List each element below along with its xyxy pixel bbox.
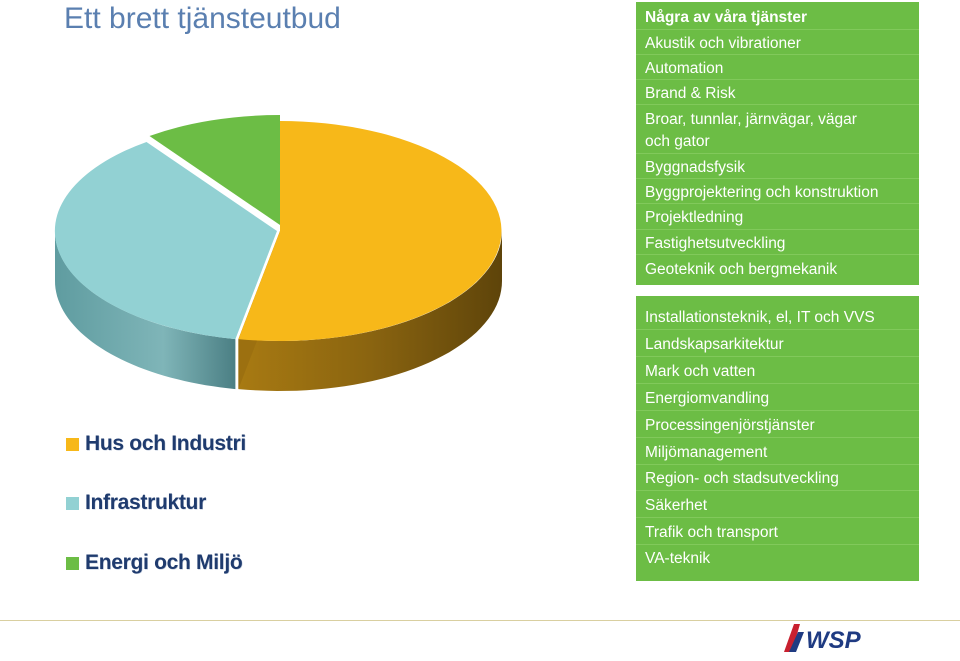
service-item: Fastighetsutveckling <box>645 235 786 252</box>
pie-slice-hus-och-industri <box>238 121 502 341</box>
legend-item-hus-och-industri: Hus och Industri <box>66 432 246 456</box>
legend-label: Infrastruktur <box>85 491 206 514</box>
legend-item-infrastruktur: Infrastruktur <box>66 491 206 515</box>
services-panel-top: Några av våra tjänster Akustik och vibra… <box>636 2 919 285</box>
pie-slice-energi-och-miljo <box>149 114 280 225</box>
service-item: Mark och vatten <box>645 363 756 380</box>
service-item: Byggprojektering och konstruktion <box>645 184 879 201</box>
legend-swatch-teal <box>66 496 79 510</box>
service-item: Region- och stadsutveckling <box>645 470 839 487</box>
wsp-logo-icon: WSP <box>784 624 862 654</box>
wsp-logo-text: WSP <box>806 627 862 654</box>
pie-slice-infrastruktur-side <box>55 231 236 390</box>
service-item: Broar, tunnlar, järnvägar, vägar <box>645 111 857 128</box>
services-panel-bottom: Installationsteknik, el, IT och VVS Land… <box>636 296 919 581</box>
service-item: Miljömanagement <box>645 444 768 461</box>
service-item: Installationsteknik, el, IT och VVS <box>645 309 875 326</box>
service-item: Energiomvandling <box>645 390 770 407</box>
service-item: och gator <box>645 133 710 150</box>
service-item: Byggnadsfysik <box>645 159 745 176</box>
slide-title: Ett brett tjänsteutbud <box>64 2 341 35</box>
legend-label: Hus och Industri <box>85 432 246 455</box>
service-item: Säkerhet <box>645 497 708 514</box>
legend-label: Energi och Miljö <box>85 551 243 574</box>
legend-swatch-yellow <box>66 437 79 451</box>
service-item: VA-teknik <box>645 550 711 567</box>
pie-slice-hus-och-industri-side <box>238 231 502 391</box>
service-item: Projektledning <box>645 209 744 226</box>
service-item: Brand & Risk <box>645 85 736 102</box>
legend-item-energi-och-miljo: Energi och Miljö <box>66 551 243 575</box>
service-item: Automation <box>645 60 724 77</box>
service-item: Landskapsarkitektur <box>645 336 784 353</box>
service-item: Trafik och transport <box>645 524 778 541</box>
service-item: Geoteknik och bergmekanik <box>645 261 838 278</box>
service-item: Akustik och vibrationer <box>645 35 801 52</box>
service-item: Processingenjörstjänster <box>645 417 815 434</box>
footer-divider <box>0 620 960 621</box>
pie-slice-infrastruktur <box>54 142 278 340</box>
legend-swatch-green <box>66 556 79 570</box>
services-heading: Några av våra tjänster <box>645 9 807 26</box>
